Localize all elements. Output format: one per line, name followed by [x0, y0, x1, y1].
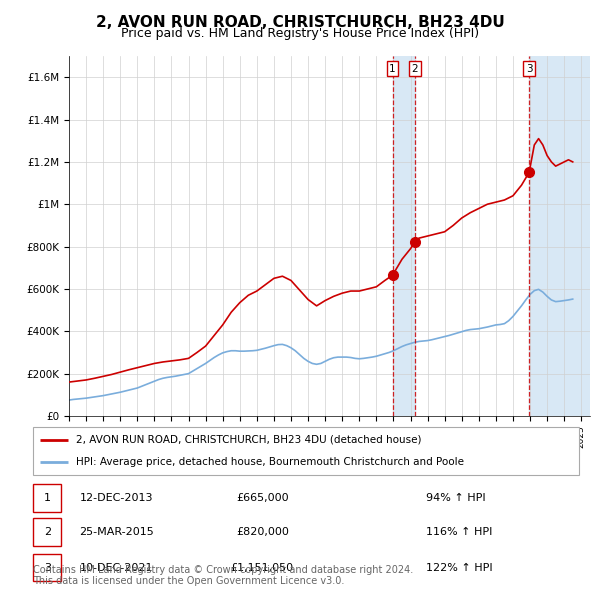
Text: 2, AVON RUN ROAD, CHRISTCHURCH, BH23 4DU: 2, AVON RUN ROAD, CHRISTCHURCH, BH23 4DU [95, 15, 505, 30]
Text: 116% ↑ HPI: 116% ↑ HPI [426, 527, 493, 537]
Text: 2, AVON RUN ROAD, CHRISTCHURCH, BH23 4DU (detached house): 2, AVON RUN ROAD, CHRISTCHURCH, BH23 4DU… [76, 435, 421, 445]
Bar [529, 56, 590, 416]
Text: 10-DEC-2021: 10-DEC-2021 [79, 563, 153, 572]
Text: £820,000: £820,000 [236, 527, 289, 537]
Text: 2: 2 [411, 64, 418, 74]
Text: £1,151,050: £1,151,050 [231, 563, 294, 572]
Text: 94% ↑ HPI: 94% ↑ HPI [426, 493, 486, 503]
Text: 25-MAR-2015: 25-MAR-2015 [79, 527, 154, 537]
Bar [33, 519, 61, 546]
Bar [392, 56, 415, 416]
Bar [33, 484, 61, 512]
Text: 122% ↑ HPI: 122% ↑ HPI [426, 563, 493, 572]
Text: Contains HM Land Registry data © Crown copyright and database right 2024.
This d: Contains HM Land Registry data © Crown c… [33, 565, 413, 586]
Text: Price paid vs. HM Land Registry's House Price Index (HPI): Price paid vs. HM Land Registry's House … [121, 27, 479, 40]
Text: 1: 1 [389, 64, 396, 74]
Text: 12-DEC-2013: 12-DEC-2013 [79, 493, 153, 503]
Text: 3: 3 [44, 563, 50, 572]
Text: 1: 1 [44, 493, 50, 503]
Text: HPI: Average price, detached house, Bournemouth Christchurch and Poole: HPI: Average price, detached house, Bour… [76, 457, 464, 467]
Bar [33, 554, 61, 581]
Text: 3: 3 [526, 64, 532, 74]
Text: £665,000: £665,000 [236, 493, 289, 503]
Text: 2: 2 [44, 527, 51, 537]
